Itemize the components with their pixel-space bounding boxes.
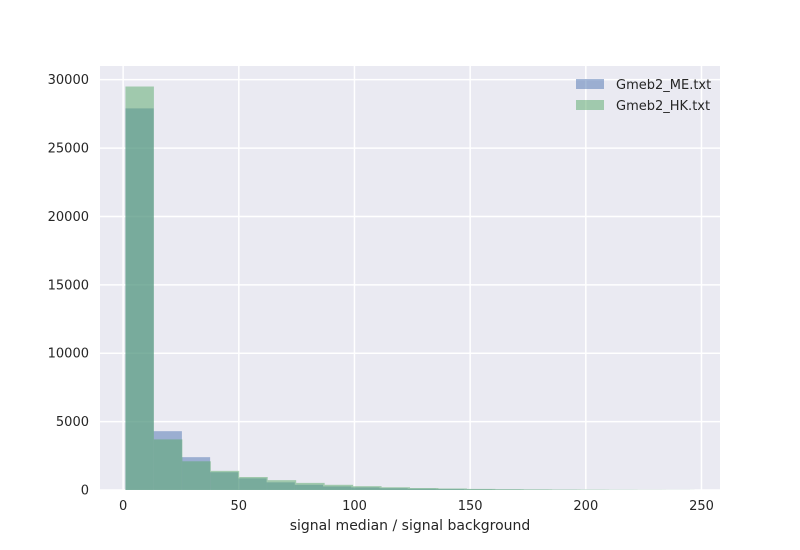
y-tick-label: 0 <box>81 484 89 499</box>
x-tick-label: 100 <box>342 499 367 514</box>
y-tick-labels: 0 5000 10000 15000 20000 25000 30000 <box>48 73 89 498</box>
histogram-bar-series-2 <box>324 484 354 490</box>
histogram-bar-series-2 <box>210 470 240 490</box>
y-tick-label: 25000 <box>48 142 89 157</box>
legend-swatch <box>576 100 604 110</box>
x-tick-labels: 0 50 100 150 200 250 <box>119 499 714 514</box>
histogram-bar-series-2 <box>239 477 268 490</box>
histogram-bar-series-2 <box>353 486 382 490</box>
y-tick-label: 30000 <box>48 73 89 88</box>
x-tick-label: 50 <box>231 499 248 514</box>
plot-area <box>100 66 720 490</box>
legend-swatch <box>576 79 604 89</box>
bars <box>125 86 695 491</box>
histogram-bar-series-2 <box>296 482 325 490</box>
histogram-bar-series-2 <box>495 489 524 490</box>
y-tick-label: 20000 <box>48 210 89 225</box>
x-tick-label: 0 <box>119 499 127 514</box>
histogram-bar-series-2 <box>523 489 553 490</box>
histogram-bar-series-2 <box>153 439 183 490</box>
x-tick-label: 250 <box>689 499 714 514</box>
histogram-bar-series-2 <box>125 86 154 491</box>
histogram-bar-series-2 <box>182 461 211 490</box>
histogram-bar-series-2 <box>267 480 297 490</box>
legend-label: Gmeb2_HK.txt <box>616 99 710 114</box>
legend-label: Gmeb2_ME.txt <box>616 78 711 93</box>
histogram-bar-series-2 <box>381 487 410 490</box>
x-tick-label: 200 <box>573 499 598 514</box>
legend: Gmeb2_ME.txt Gmeb2_HK.txt <box>576 78 711 114</box>
x-tick-label: 150 <box>458 499 483 514</box>
histogram-bar-series-2 <box>438 488 467 490</box>
grid <box>100 66 720 491</box>
y-tick-label: 10000 <box>48 347 89 362</box>
x-axis-label: signal median / signal background <box>290 518 531 534</box>
y-tick-label: 5000 <box>56 415 89 430</box>
y-tick-label: 15000 <box>48 278 89 293</box>
histogram-bar-series-2 <box>410 488 439 490</box>
histogram-bar-series-2 <box>466 488 496 490</box>
